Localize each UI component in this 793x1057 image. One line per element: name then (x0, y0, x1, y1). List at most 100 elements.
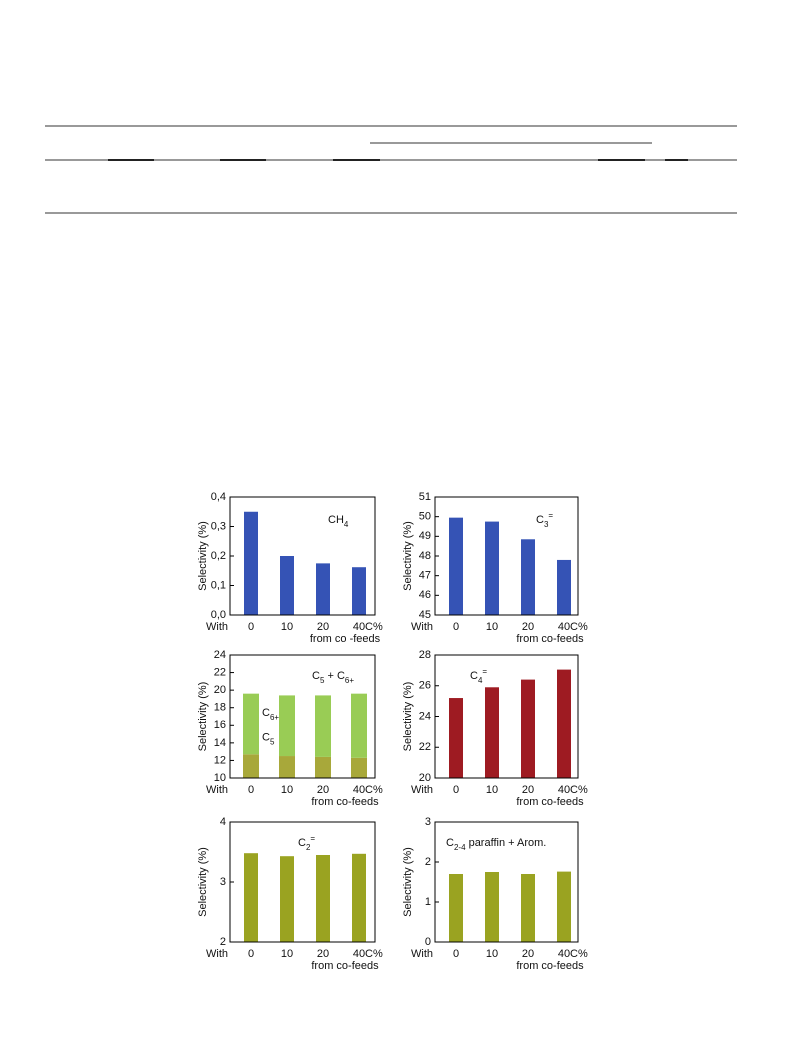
y-tick-label: 24 (419, 710, 431, 722)
annotation-part: 4 (478, 676, 483, 685)
x-tick-label: 40 (353, 621, 365, 633)
y-tick-label: 18 (214, 702, 226, 714)
y-tick-label: 3 (220, 876, 226, 888)
bar (485, 521, 499, 615)
x-axis-label: from co-feeds (311, 960, 379, 972)
bar (352, 853, 366, 942)
x-axis-prefix: With (206, 621, 228, 633)
y-axis-label: Selectivity (%) (197, 521, 209, 591)
bar (557, 871, 571, 942)
annotation-part: C (312, 670, 320, 682)
y-tick-label: 2 (220, 936, 226, 948)
y-tick-label: 24 (214, 649, 226, 661)
x-tick-label: 40 (353, 784, 365, 796)
annotation-part: + C (324, 670, 345, 682)
bar-segment (243, 754, 259, 778)
segment-label: C6+ (262, 707, 279, 722)
y-tick-label: 0 (425, 936, 431, 948)
x-axis-label: from co-feeds (516, 960, 584, 972)
plot-frame (229, 654, 376, 779)
bar (521, 539, 535, 615)
y-tick-label: 16 (214, 719, 226, 731)
annotation-part: 2-4 (454, 843, 466, 852)
annotation-part: = (482, 667, 487, 676)
bar-segment (315, 756, 331, 778)
x-axis-prefix: With (206, 784, 228, 796)
x-axis-label: from co-feeds (516, 633, 584, 645)
x-tick-label: 20 (317, 948, 329, 960)
y-tick-label: 46 (419, 589, 431, 601)
x-axis-suffix: C% (570, 621, 588, 633)
bar-segment (279, 695, 295, 757)
y-tick-label: 14 (214, 737, 226, 749)
x-tick-label: 0 (453, 784, 459, 796)
y-tick-label: 0,1 (211, 579, 226, 591)
bar (485, 872, 499, 942)
y-axis-label: Selectivity (%) (402, 847, 414, 917)
x-tick-label: 0 (248, 621, 254, 633)
y-axis-label: Selectivity (%) (197, 847, 209, 917)
x-axis-prefix: With (206, 948, 228, 960)
y-tick-label: 20 (214, 684, 226, 696)
x-tick-label: 20 (317, 621, 329, 633)
y-tick-label: 45 (419, 609, 431, 621)
x-axis-suffix: C% (365, 948, 383, 960)
y-tick-label: 0,4 (211, 491, 226, 503)
x-tick-label: 20 (317, 784, 329, 796)
x-tick-label: 20 (522, 784, 534, 796)
y-tick-label: 0,0 (211, 609, 226, 621)
x-axis-label: from co-feeds (516, 796, 584, 808)
x-axis-prefix: With (411, 948, 433, 960)
x-axis-prefix: With (411, 784, 433, 796)
y-tick-label: 0,2 (211, 550, 226, 562)
x-tick-label: 40 (558, 784, 570, 796)
annotation-part: = (310, 834, 315, 843)
bar (280, 856, 294, 942)
bar-chart: 0 1 2 3 0 10 20 40 With C%from co-feeds Selectivit… (402, 816, 588, 972)
x-axis-suffix: C% (570, 948, 588, 960)
bar (449, 698, 463, 778)
annotation-part: 3 (544, 520, 549, 529)
x-axis-suffix: C% (570, 784, 588, 796)
y-tick-label: 47 (419, 570, 431, 582)
plot-frame (434, 654, 579, 779)
y-tick-label: 0,3 (211, 520, 226, 532)
y-axis-label: Selectivity (%) (402, 521, 414, 591)
x-tick-label: 0 (248, 948, 254, 960)
annotation-part: paraffin + Arom. (466, 837, 547, 849)
bar (521, 874, 535, 942)
x-axis-prefix: With (411, 621, 433, 633)
y-tick-label: 1 (425, 896, 431, 908)
y-tick-label: 22 (214, 666, 226, 678)
x-tick-label: 40 (353, 948, 365, 960)
y-tick-label: 49 (419, 530, 431, 542)
y-tick-label: 2 (425, 856, 431, 868)
x-axis-suffix: C% (365, 784, 383, 796)
y-tick-label: 20 (419, 772, 431, 784)
plot-frame (229, 496, 376, 616)
annotation: C2-4 paraffin + Arom. (446, 837, 546, 852)
x-tick-label: 10 (281, 621, 293, 633)
segment-label-part: C (262, 707, 270, 719)
x-tick-label: 0 (453, 621, 459, 633)
x-axis-suffix: C% (365, 621, 383, 633)
bar (316, 855, 330, 942)
annotation-part: = (548, 511, 553, 520)
annotation-part: 4 (344, 520, 349, 529)
y-axis-label: Selectivity (%) (197, 682, 209, 752)
x-tick-label: 40 (558, 621, 570, 633)
bar (485, 687, 499, 778)
bar-chart: 45 46 47 48 49 50 51 0 10 20 40 With C%from co-feeds… (402, 491, 588, 645)
bar-segment (351, 757, 367, 778)
bar (557, 559, 571, 615)
x-tick-label: 20 (522, 948, 534, 960)
x-axis-label: from co -feeds (310, 633, 381, 645)
bar (449, 874, 463, 942)
annotation-part: C (446, 837, 454, 849)
y-tick-label: 10 (214, 772, 226, 784)
bar-segment (279, 756, 295, 778)
bar (352, 567, 366, 615)
segment-label-part: 5 (270, 737, 275, 746)
